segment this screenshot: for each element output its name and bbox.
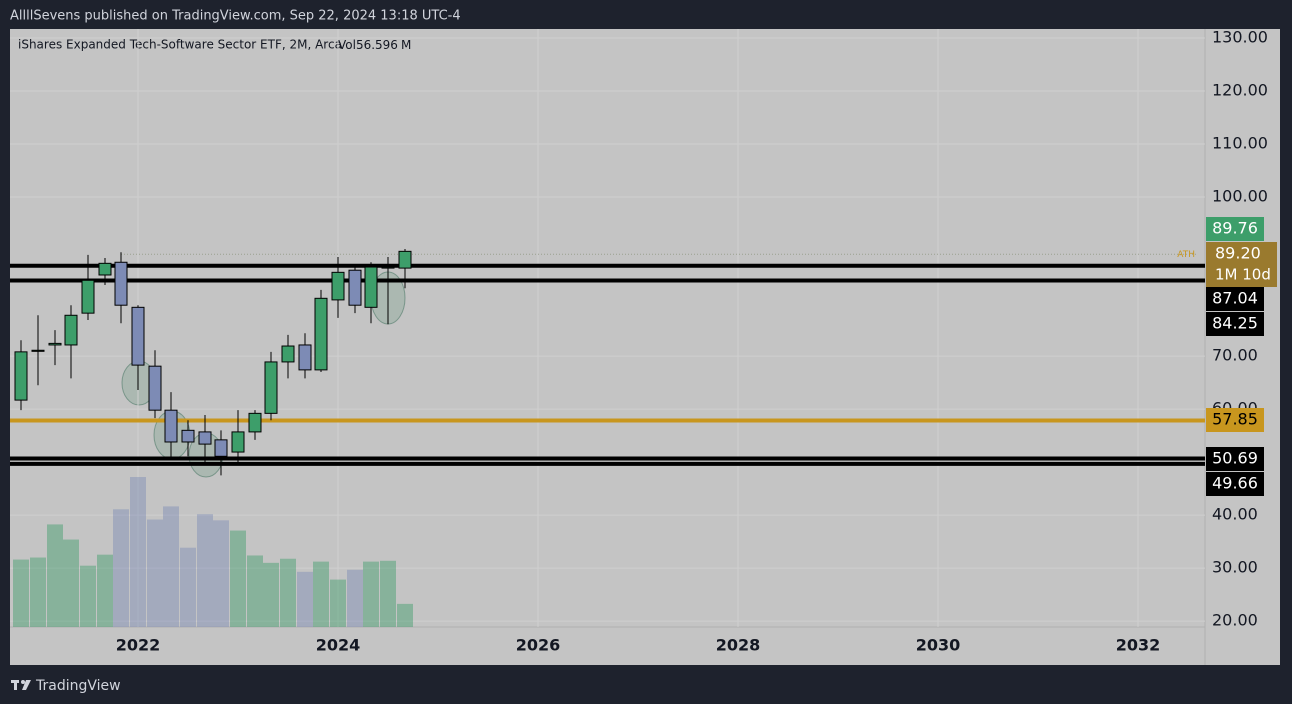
volume-bar <box>330 579 346 627</box>
volume-bar <box>30 557 46 627</box>
volume-bar <box>247 555 263 627</box>
candle-body <box>114 261 128 306</box>
y-tick-label: 120.00 <box>1212 81 1268 100</box>
volume-label: Vol <box>338 38 356 52</box>
candle-body <box>98 262 112 276</box>
price-label-box <box>1206 408 1264 432</box>
candle-body <box>148 365 162 411</box>
volume-value: 56.596 <box>356 38 398 52</box>
volume-bar <box>397 603 413 627</box>
candle-body <box>14 351 28 401</box>
price-label: 87.04 <box>1212 289 1258 308</box>
footer: TradingView <box>35 678 121 694</box>
volume-bar <box>380 560 396 627</box>
volume-bar <box>130 477 146 627</box>
volume-bar <box>263 562 279 627</box>
candle-body <box>131 306 145 366</box>
x-tick-label: 2024 <box>316 636 361 655</box>
candle-body <box>164 409 178 443</box>
chart-background <box>10 29 1280 665</box>
countdown-label: 1M 10d <box>1215 266 1271 284</box>
volume-bar <box>13 559 29 627</box>
candle-body <box>198 431 212 445</box>
volume-bar <box>47 524 63 627</box>
price-label-box <box>1206 242 1277 287</box>
candle-body <box>181 429 195 443</box>
price-label-box <box>1206 472 1264 496</box>
price-label-box <box>1206 312 1264 336</box>
volume-bar <box>180 547 196 627</box>
footer-logo <box>11 680 31 690</box>
volume-bar <box>313 561 329 627</box>
price-label: 84.25 <box>1212 314 1258 333</box>
candle-body <box>331 271 345 301</box>
price-label-box <box>1206 447 1264 471</box>
candle-body <box>281 345 295 363</box>
y-tick-label: 20.00 <box>1212 611 1258 630</box>
price-label: 49.66 <box>1212 474 1258 493</box>
logo-part <box>21 680 25 684</box>
y-tick-label: 30.00 <box>1212 558 1258 577</box>
candle-body <box>248 412 262 433</box>
legend-title: iShares Expanded Tech-Software Sector ET… <box>18 38 342 52</box>
volume-unit: M <box>401 38 411 52</box>
candle-body <box>364 266 378 308</box>
legend-volume: Vol56.596 M <box>338 38 411 52</box>
volume-bar <box>347 569 363 627</box>
volume-bar <box>280 558 296 627</box>
candle-body <box>231 431 245 453</box>
candle-body <box>31 349 45 352</box>
y-tick-label: 130.00 <box>1212 28 1268 47</box>
candle-body <box>214 439 228 457</box>
volume-bar <box>213 520 229 627</box>
volume-bar <box>230 530 246 627</box>
candle-body <box>398 250 412 269</box>
volume-bar <box>97 554 113 627</box>
x-tick-label: 2032 <box>1116 636 1161 655</box>
volume-bar <box>163 506 179 627</box>
volume-bar <box>147 519 163 627</box>
price-label-box <box>1206 217 1264 241</box>
candle-body <box>264 361 278 414</box>
x-tick-label: 2030 <box>916 636 961 655</box>
y-tick-label: 40.00 <box>1212 505 1258 524</box>
x-tick-label: 2028 <box>716 636 761 655</box>
logo-part <box>14 680 17 690</box>
candle-body <box>381 266 395 269</box>
y-tick-label: 100.00 <box>1212 187 1268 206</box>
volume-bar <box>197 514 213 627</box>
logo-part <box>22 680 31 690</box>
price-label: 89.20 <box>1215 244 1261 263</box>
candle-body <box>314 297 328 371</box>
price-label: 50.69 <box>1212 449 1258 468</box>
header: AllllSevens published on TradingView.com… <box>10 9 461 24</box>
y-tick-label: 70.00 <box>1212 346 1258 365</box>
volume-bar <box>80 565 96 627</box>
volume-bar <box>63 539 79 627</box>
volume-bar <box>363 561 379 627</box>
price-label: 57.85 <box>1212 410 1258 429</box>
candle-body <box>64 314 78 346</box>
y-tick-label: 110.00 <box>1212 134 1268 153</box>
price-label: 89.76 <box>1212 219 1258 238</box>
candle-body <box>81 279 95 314</box>
volume-bar <box>297 571 313 627</box>
volume-bar <box>113 509 129 627</box>
price-label-box <box>1206 287 1264 311</box>
candle-body <box>48 342 62 346</box>
ath-text: ATH <box>1177 250 1195 260</box>
candle-body <box>348 269 362 306</box>
candle-body <box>298 344 312 371</box>
x-tick-label: 2022 <box>116 636 161 655</box>
x-tick-label: 2026 <box>516 636 561 655</box>
